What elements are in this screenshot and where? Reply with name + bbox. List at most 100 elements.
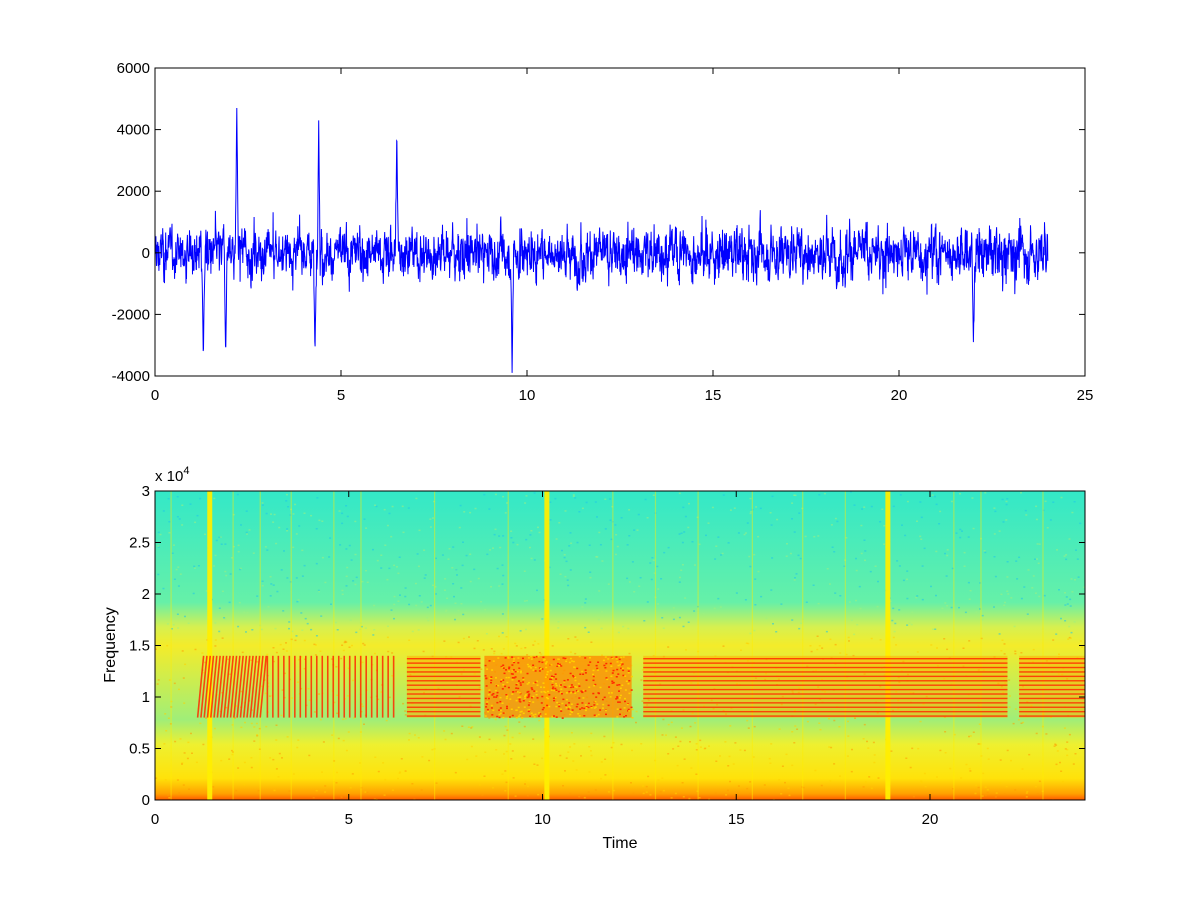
spectrogram-speckle <box>946 554 949 557</box>
spectrogram-speckle <box>818 494 821 496</box>
spectrogram-speckle <box>910 623 913 626</box>
spectrogram-speckle <box>264 546 267 548</box>
band-speckle <box>511 670 514 672</box>
spectrogram-speckle <box>488 508 491 510</box>
spectrogram-speckle <box>494 718 497 721</box>
band-speckle <box>562 657 565 659</box>
band-speckle <box>544 676 547 678</box>
spectrogram-speckle <box>498 635 500 638</box>
spectrogram-speckle <box>1034 558 1036 560</box>
spectrogram-speckle <box>224 543 227 545</box>
band-speckle <box>621 663 624 665</box>
spectrogram-speckle <box>157 573 160 576</box>
spectrogram-speckle <box>749 512 752 515</box>
spectrogram-speckle <box>333 701 336 704</box>
spectrogram-speckle <box>943 638 946 640</box>
band-speckle <box>596 703 599 705</box>
band-speckle <box>584 669 587 671</box>
band-speckle <box>522 681 525 683</box>
spectrogram-speckle <box>645 785 648 788</box>
spectrogram-speckle <box>883 525 886 527</box>
spectrogram-speckle <box>297 599 300 601</box>
spectrogram-speckle <box>1003 653 1006 655</box>
spectrogram-speckle <box>685 649 687 651</box>
band-speckle <box>503 672 506 675</box>
band-speckle <box>595 696 598 698</box>
spectrogram-speckle <box>1063 555 1066 557</box>
spectrogram-speckle <box>754 578 757 580</box>
spectrogram-speckle <box>961 530 963 532</box>
spectrogram-speckle <box>280 569 283 571</box>
spectrogram-speckle <box>1008 706 1011 708</box>
spectrogram-speckle <box>828 583 831 585</box>
spectrogram-speckle <box>220 759 223 762</box>
spectrogram-speckle <box>414 734 416 736</box>
band-speckle <box>560 688 563 690</box>
spectrogram-speckle <box>583 796 586 799</box>
band-speckle <box>492 693 495 695</box>
spectrogram-speckle <box>1068 733 1071 736</box>
spectrogram-speckle <box>493 652 496 655</box>
spectrogram-speckle <box>681 564 684 566</box>
spectrogram-speckle <box>532 644 535 646</box>
band-chirp <box>223 655 231 718</box>
spectrogram-speckle <box>1046 527 1049 529</box>
spectrogram-speckle <box>283 550 285 552</box>
spectrogram-speckle <box>838 726 841 728</box>
spectrogram-speckle <box>587 791 590 793</box>
spectrogram-speckle <box>397 572 400 575</box>
spectrogram-speckle <box>411 783 414 785</box>
spectrogram-speckle <box>366 791 369 794</box>
spectrogram-speckle <box>176 496 179 498</box>
spectrogram-speckle <box>652 494 655 496</box>
band-speckle <box>511 656 514 658</box>
band-speckle <box>485 685 488 687</box>
band-speckle <box>500 665 503 668</box>
spectrogram-speckle <box>205 717 208 719</box>
spectrogram-speckle <box>567 751 570 753</box>
spectrogram-speckle <box>968 735 970 738</box>
band-speckle <box>528 700 531 703</box>
spectrogram-speckle <box>588 771 591 773</box>
spectrogram-speckle <box>286 577 289 579</box>
spectrogram-speckle <box>921 598 924 601</box>
band-speckle <box>568 705 571 708</box>
spectrogram-speckle <box>717 783 720 785</box>
spectrogram-speckle <box>899 494 902 496</box>
spectrogram-speckle <box>967 581 970 584</box>
spectrogram-speckle <box>1004 601 1006 604</box>
spectrogram-speckle <box>893 630 896 633</box>
spectrogram-speckle <box>633 591 636 593</box>
spectrogram-speckle <box>295 533 298 535</box>
spectrogram-speckle <box>360 625 363 628</box>
band-chirp <box>229 655 238 718</box>
band-speckle <box>502 679 505 681</box>
band-chirp <box>233 655 241 718</box>
spectrogram-speckle <box>243 761 246 764</box>
spectrogram-speckle <box>930 644 933 646</box>
spectrogram-speckle <box>386 578 389 581</box>
spectrogram-speckle <box>1058 653 1060 655</box>
time-tick-label-15: 15 <box>728 811 745 828</box>
band-fill <box>1019 655 1085 718</box>
spectrogram-plot: 0 5 10 15 20 0 0.5 1 1.5 2 2.5 3 x 104 T… <box>102 465 1086 852</box>
spectrogram-speckle <box>541 757 544 760</box>
band-speckle <box>630 689 633 691</box>
band-speckle <box>486 668 489 670</box>
band-chirp <box>213 655 221 718</box>
freq-tick-label-2-5: 2.5 <box>129 535 150 552</box>
spectrogram-speckle <box>979 608 981 610</box>
spectrogram-speckle <box>303 658 306 660</box>
spectrogram-speckle <box>463 511 466 513</box>
band-speckle <box>619 687 622 689</box>
band-tone-line <box>643 706 1008 708</box>
spectrogram-speckle <box>246 533 248 535</box>
spectrogram-speckle <box>250 766 253 769</box>
spectrogram-speckle <box>184 615 186 618</box>
spectrogram-speckle <box>404 587 407 589</box>
spectrogram-speckle <box>504 512 507 514</box>
spectrogram-speckle <box>834 517 837 520</box>
band-speckle <box>605 670 608 672</box>
spectrogram-speckle <box>282 648 285 650</box>
spectrogram-speckle <box>221 590 224 593</box>
